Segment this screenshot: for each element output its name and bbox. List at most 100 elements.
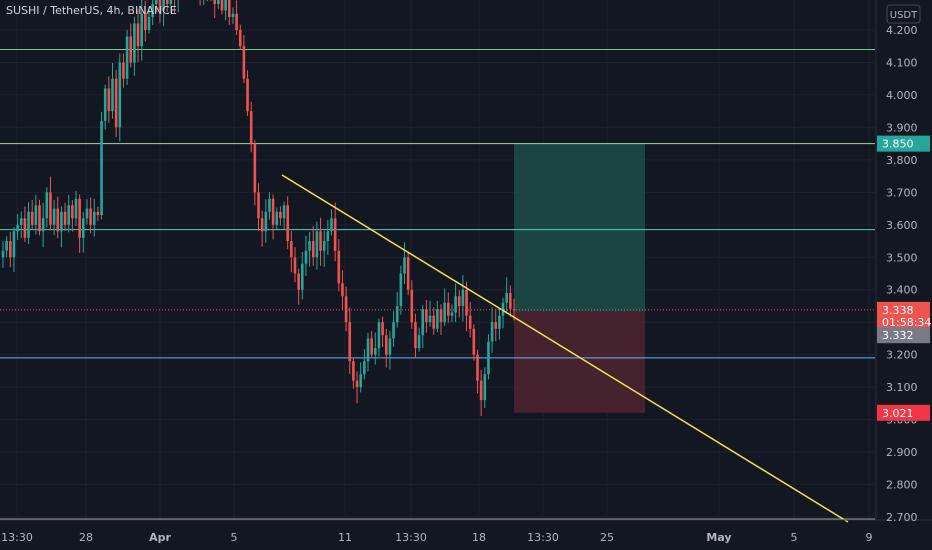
candle-body[interactable] <box>228 0 231 18</box>
candle-body[interactable] <box>92 211 96 225</box>
candle-body[interactable] <box>16 224 19 232</box>
candle-body[interactable] <box>315 231 319 258</box>
candle-body[interactable] <box>454 296 457 313</box>
candle-body[interactable] <box>479 380 483 401</box>
candle-body[interactable] <box>1 250 5 258</box>
candle-body[interactable] <box>144 13 147 30</box>
candle-body[interactable] <box>494 322 498 329</box>
candle-body[interactable] <box>107 88 111 112</box>
candle-body[interactable] <box>147 17 151 30</box>
candle-body[interactable] <box>49 192 52 225</box>
candle-body[interactable] <box>9 241 12 258</box>
candle-body[interactable] <box>213 0 216 5</box>
candle-body[interactable] <box>297 273 300 290</box>
candle-body[interactable] <box>271 198 275 225</box>
candle-body[interactable] <box>436 309 439 329</box>
candle-body[interactable] <box>417 335 421 349</box>
candle-body[interactable] <box>52 208 56 225</box>
candle-body[interactable] <box>311 241 315 258</box>
price-axis[interactable] <box>876 0 932 550</box>
candle-body[interactable] <box>122 62 125 79</box>
currency-badge[interactable] <box>886 4 921 24</box>
candle-body[interactable] <box>125 36 129 79</box>
candle-body[interactable] <box>490 322 494 342</box>
candle-body[interactable] <box>465 289 468 316</box>
candle-body[interactable] <box>41 218 45 232</box>
candle-body[interactable] <box>264 211 268 232</box>
candle-body[interactable] <box>410 289 414 323</box>
candle-body[interactable] <box>370 338 373 355</box>
candle-body[interactable] <box>279 211 282 219</box>
candle-body[interactable] <box>5 241 8 251</box>
candle-body[interactable] <box>100 120 103 216</box>
profit-zone[interactable] <box>514 143 645 312</box>
candle-body[interactable] <box>392 322 395 339</box>
candle-body[interactable] <box>224 0 227 11</box>
candle-body[interactable] <box>501 302 505 316</box>
candle-body[interactable] <box>304 250 308 264</box>
candle-body[interactable] <box>78 198 81 238</box>
candle-body[interactable] <box>38 205 41 232</box>
candle-body[interactable] <box>67 205 70 225</box>
candle-body[interactable] <box>301 263 304 290</box>
candle-body[interactable] <box>359 374 362 388</box>
candle-body[interactable] <box>249 111 253 144</box>
candle-body[interactable] <box>169 0 173 5</box>
candle-body[interactable] <box>319 231 322 251</box>
candle-body[interactable] <box>308 241 311 251</box>
candle-body[interactable] <box>165 0 169 5</box>
candle-body[interactable] <box>366 338 370 362</box>
candle-body[interactable] <box>85 208 89 219</box>
candle-body[interactable] <box>114 78 118 128</box>
candle-body[interactable] <box>71 205 74 219</box>
candle-body[interactable] <box>275 211 279 225</box>
candle-body[interactable] <box>421 309 425 336</box>
candle-body[interactable] <box>443 302 446 323</box>
candle-body[interactable] <box>129 36 133 63</box>
candle-body[interactable] <box>118 62 122 128</box>
candle-body[interactable] <box>96 211 100 216</box>
candle-body[interactable] <box>162 0 165 11</box>
candle-body[interactable] <box>103 88 107 121</box>
candle-body[interactable] <box>374 348 377 355</box>
candle-body[interactable] <box>290 241 293 258</box>
candle-body[interactable] <box>268 198 271 212</box>
candle-body[interactable] <box>82 218 85 238</box>
candle-body[interactable] <box>388 338 392 355</box>
candle-body[interactable] <box>155 0 158 5</box>
candle-body[interactable] <box>238 30 242 47</box>
candle-body[interactable] <box>23 218 27 238</box>
candle-body[interactable] <box>363 361 366 375</box>
candle-body[interactable] <box>472 328 476 355</box>
candle-body[interactable] <box>348 322 352 362</box>
candle-body[interactable] <box>56 208 60 232</box>
candle-body[interactable] <box>461 289 465 306</box>
candle-body[interactable] <box>341 283 344 297</box>
candle-body[interactable] <box>282 205 286 219</box>
candle-body[interactable] <box>30 211 34 225</box>
candle-body[interactable] <box>217 0 220 5</box>
candle-body[interactable] <box>333 218 337 251</box>
candle-body[interactable] <box>322 241 326 251</box>
candle-body[interactable] <box>242 46 246 79</box>
candle-body[interactable] <box>246 78 249 112</box>
candle-body[interactable] <box>381 322 384 336</box>
candle-body[interactable] <box>483 374 487 401</box>
candle-body[interactable] <box>498 315 501 329</box>
candle-body[interactable] <box>326 231 330 242</box>
candle-body[interactable] <box>395 305 399 323</box>
candle-body[interactable] <box>487 341 490 375</box>
candle-body[interactable] <box>425 309 428 323</box>
candle-body[interactable] <box>136 23 140 47</box>
candle-body[interactable] <box>111 78 114 112</box>
candle-body[interactable] <box>384 335 388 355</box>
candle-body[interactable] <box>439 309 443 323</box>
candle-body[interactable] <box>450 312 454 316</box>
candle-body[interactable] <box>286 205 289 242</box>
candle-body[interactable] <box>158 0 162 11</box>
candle-body[interactable] <box>89 208 92 225</box>
candle-body[interactable] <box>220 0 224 11</box>
candle-body[interactable] <box>447 302 450 316</box>
candle-body[interactable] <box>406 257 410 290</box>
